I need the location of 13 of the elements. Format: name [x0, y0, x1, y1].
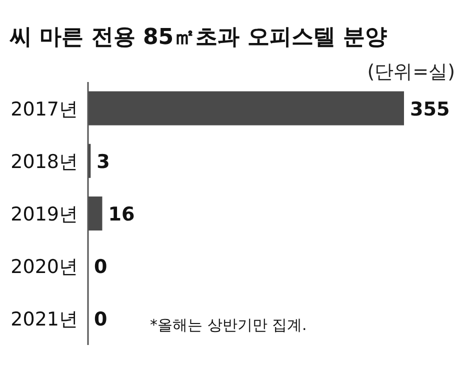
data-label: 0 [94, 308, 108, 331]
y-tick-label: 2020년 [10, 256, 78, 278]
chart-title: 씨 마른 전용 85㎡초과 오피스텔 분양 [9, 25, 387, 50]
y-tick-label: 2018년 [10, 150, 78, 173]
data-label: 3 [96, 150, 110, 173]
y-tick-label: 2021년 [10, 308, 78, 331]
y-tick-label: 2017년 [10, 98, 78, 120]
data-label: 355 [410, 98, 450, 120]
data-label: 0 [94, 256, 108, 278]
annotation: *올해는 상반기만 집계. [150, 316, 307, 334]
chart-subtitle: (단위=실) [367, 61, 455, 83]
data-label: 16 [108, 204, 135, 226]
y-tick-label: 2019년 [10, 204, 78, 226]
